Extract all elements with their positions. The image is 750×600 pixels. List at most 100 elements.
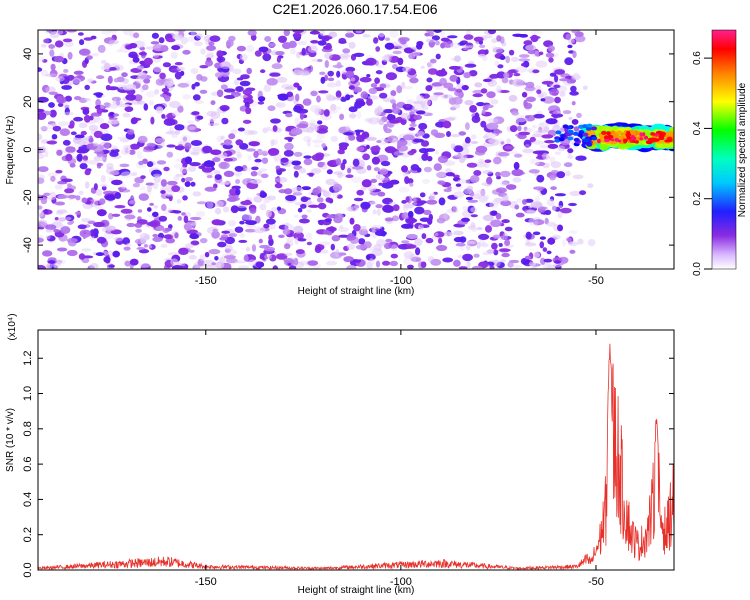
heatmap-cell [540, 257, 546, 265]
heatmap-cell [264, 253, 272, 260]
heatmap-cell [293, 225, 304, 234]
heatmap-cell [396, 85, 403, 94]
heatmap-cell [391, 215, 400, 222]
heatmap-cell [385, 72, 397, 81]
heatmap-cell [101, 30, 111, 35]
heatmap-cell [69, 163, 76, 168]
heatmap-cell [353, 204, 360, 209]
heatmap-signal-cell [555, 130, 562, 135]
heatmap-cell [79, 162, 88, 170]
heatmap-signal-cell [601, 130, 607, 135]
heatmap-cell [470, 175, 480, 183]
heatmap-signal-cell [623, 138, 628, 144]
heatmap-cell [77, 224, 87, 230]
heatmap-cell [235, 179, 241, 184]
heatmap-cell [174, 30, 179, 33]
heatmap-cell [214, 255, 219, 261]
heatmap-cell [271, 63, 283, 70]
heatmap-cell [121, 72, 128, 78]
heatmap-cell [100, 133, 113, 141]
heatmap-cell [260, 69, 266, 74]
heatmap-cell [236, 45, 246, 52]
heatmap-cell [268, 148, 280, 156]
heatmap-cell [296, 123, 309, 129]
x-tick-label: -50 [588, 576, 604, 588]
heatmap-cell [160, 179, 167, 187]
heatmap-cell [39, 126, 49, 130]
heatmap-signal-cell [558, 137, 565, 142]
heatmap-cell [58, 30, 64, 35]
heatmap-cell [83, 114, 91, 123]
heatmap-cell [288, 40, 297, 49]
heatmap-cell [152, 233, 158, 238]
heatmap-cell [541, 80, 554, 85]
heatmap-cell [486, 91, 496, 99]
heatmap-cell [437, 155, 448, 164]
heatmap-cell [282, 228, 291, 235]
heatmap-cell [263, 84, 272, 92]
heatmap-cell [541, 152, 549, 160]
heatmap-cell [192, 146, 203, 152]
heatmap-cell [422, 178, 431, 184]
heatmap-cell [166, 151, 174, 158]
heatmap-cell [238, 239, 248, 243]
heatmap-cell [112, 250, 120, 258]
heatmap-cell [255, 162, 261, 167]
heatmap-cell [518, 131, 531, 136]
heatmap-cell [104, 62, 111, 71]
heatmap-cell [351, 176, 363, 184]
heatmap-cell [353, 224, 361, 232]
heatmap-cell [466, 243, 471, 251]
heatmap-cell [433, 163, 442, 171]
heatmap-cell [140, 237, 147, 244]
heatmap-cell [251, 244, 257, 252]
heatmap-cell [296, 108, 309, 114]
heatmap-cell [413, 114, 422, 120]
heatmap-cell [294, 237, 300, 245]
heatmap-cell [62, 139, 71, 146]
y-tick-label: -40 [22, 237, 34, 253]
heatmap-cell [78, 122, 88, 129]
heatmap-cell [389, 201, 397, 205]
heatmap-cell [352, 158, 360, 167]
heatmap-cell [340, 162, 346, 171]
heatmap-cell [264, 36, 272, 42]
heatmap-cell [515, 66, 528, 73]
heatmap-cell [504, 226, 513, 232]
heatmap-cell [484, 49, 489, 55]
heatmap-cell [543, 78, 555, 82]
heatmap-cell [276, 206, 282, 211]
heatmap-cell [225, 257, 238, 264]
heatmap-cell [202, 145, 213, 154]
heatmap-cell [293, 257, 299, 266]
heatmap-cell [450, 134, 461, 138]
heatmap-cell [182, 266, 187, 269]
heatmap-cell [567, 155, 574, 159]
heatmap-cell [339, 144, 348, 151]
heatmap-cell [245, 148, 256, 152]
heatmap-cell [467, 199, 479, 203]
heatmap-cell [163, 234, 174, 240]
heatmap-cell [453, 191, 465, 198]
heatmap-cell [113, 236, 124, 242]
heatmap-cell [174, 129, 181, 135]
heatmap-cell [224, 255, 236, 260]
heatmap-signal-cell [591, 136, 598, 141]
heatmap-cell [177, 30, 186, 33]
heatmap-cell [429, 192, 436, 200]
heatmap-cell [571, 119, 579, 125]
heatmap-cell [187, 120, 194, 124]
heatmap-cell [317, 120, 323, 125]
heatmap-cell [306, 209, 312, 213]
heatmap-cell [299, 112, 304, 120]
heatmap-cell [427, 156, 433, 162]
heatmap-cell [307, 45, 319, 54]
heatmap-cell [568, 230, 578, 234]
heatmap-cell [430, 129, 439, 136]
heatmap-cell [78, 253, 86, 260]
heatmap-signal-cell [573, 137, 580, 142]
heatmap-cell [188, 166, 197, 172]
heatmap-cell [464, 63, 477, 68]
heatmap-cell [196, 74, 203, 81]
heatmap-cell [351, 259, 362, 263]
